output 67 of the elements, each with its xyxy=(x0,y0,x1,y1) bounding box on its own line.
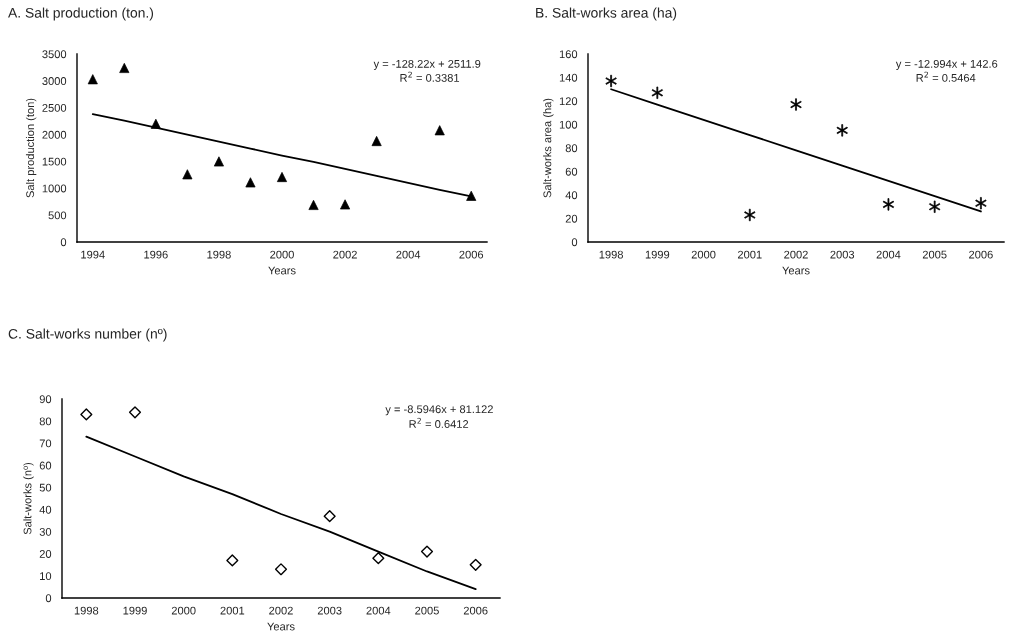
annotation: y = -128.22x + 2511.9 xyxy=(373,59,481,70)
y-tick-label: 120 xyxy=(559,97,578,106)
y-tick-label: 90 xyxy=(39,395,52,404)
y-tick-label: 3500 xyxy=(42,50,67,59)
y-tick-label: 500 xyxy=(48,211,67,220)
annotation: R$^{2}$ = 0.6412 xyxy=(409,417,469,428)
x-tick-label: 2002 xyxy=(784,250,808,259)
x-tick-label: 2001 xyxy=(737,250,762,259)
y-tick-label: 160 xyxy=(559,50,578,59)
x-tick-label: 1994 xyxy=(81,250,105,259)
x-tick-label: 2006 xyxy=(969,250,993,259)
y-tick-label: 60 xyxy=(565,167,578,176)
y-axis-title: Salt-works (nº) xyxy=(23,462,34,535)
y-tick-label: 30 xyxy=(39,527,52,536)
y-axis-title: Salt production (ton) xyxy=(25,98,37,198)
y-tick-label: 10 xyxy=(40,572,52,581)
y-tick-label: 140 xyxy=(559,73,578,82)
x-tick-label: 1998 xyxy=(599,250,623,259)
x-tick-label: 1998 xyxy=(74,606,99,615)
x-tick-label: 2006 xyxy=(463,606,488,615)
chart-title: A. Salt production (ton.) xyxy=(8,7,154,21)
y-tick-label: 50 xyxy=(39,483,52,492)
y-tick-label: 0 xyxy=(45,594,52,603)
x-tick-label: 2004 xyxy=(876,250,901,259)
x-tick-label: 2000 xyxy=(691,250,716,259)
y-tick-label: 40 xyxy=(39,505,52,514)
x-axis-title: Years xyxy=(268,266,296,275)
x-tick-label: 2005 xyxy=(415,606,439,615)
y-tick-label: 100 xyxy=(559,120,578,129)
annotation: R$^{2}$ = 0.5464 xyxy=(916,71,976,82)
x-tick-label: 2003 xyxy=(317,606,342,615)
x-tick-label: 2000 xyxy=(171,606,196,615)
x-tick-label: 2005 xyxy=(922,250,947,259)
y-tick-label: 60 xyxy=(39,461,52,470)
x-tick-label: 2001 xyxy=(220,606,245,615)
x-tick-label: 2004 xyxy=(366,606,391,615)
y-tick-label: 3000 xyxy=(42,77,67,85)
y-tick-label: 80 xyxy=(39,417,52,426)
y-tick-label: 20 xyxy=(565,214,578,223)
x-tick-label: 2002 xyxy=(269,606,293,615)
x-tick-label: 1999 xyxy=(123,606,147,615)
y-tick-label: 2000 xyxy=(42,130,67,139)
x-tick-label: 2000 xyxy=(270,250,294,259)
annotation: R$^{2}$ = 0.3381 xyxy=(400,71,460,82)
annotation: y = -8.5946x + 81.122 xyxy=(385,405,493,416)
y-axis-title: Salt-works area (ha) xyxy=(543,98,554,198)
y-tick-label: 40 xyxy=(565,191,578,200)
x-axis-title: Years xyxy=(782,266,810,275)
y-tick-label: 0 xyxy=(60,238,67,247)
x-tick-label: 2004 xyxy=(396,250,421,259)
y-tick-label: 1000 xyxy=(42,184,67,193)
chart-title: C. Salt-works number (nº) xyxy=(8,328,167,342)
y-tick-label: 0 xyxy=(571,238,578,247)
x-tick-label: 1996 xyxy=(144,250,168,259)
x-tick-label: 2003 xyxy=(830,250,855,259)
y-tick-label: 20 xyxy=(39,550,52,558)
x-tick-label: 2002 xyxy=(333,250,357,259)
x-tick-label: 2006 xyxy=(459,250,484,259)
y-tick-label: 80 xyxy=(565,144,578,153)
x-tick-label: 1998 xyxy=(207,250,231,259)
chart-title: B. Salt-works area (ha) xyxy=(536,7,677,21)
annotation: y = -12.994x + 142.6 xyxy=(895,59,998,70)
y-tick-label: 1500 xyxy=(42,157,67,166)
y-tick-label: 70 xyxy=(39,439,52,448)
x-axis-title: Years xyxy=(267,622,295,631)
x-tick-label: 1999 xyxy=(645,250,670,259)
y-tick-label: 2500 xyxy=(42,103,67,112)
